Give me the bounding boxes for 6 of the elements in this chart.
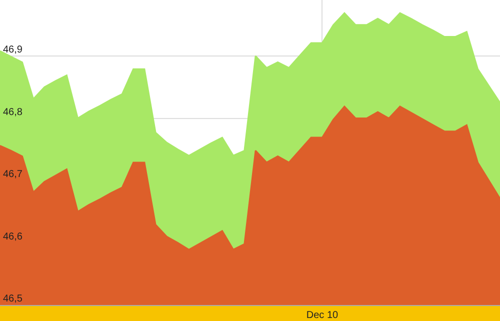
y-tick-label: 46,5 (3, 294, 23, 304)
x-tick-label: Dec 10 (306, 310, 338, 321)
y-tick-label: 46,9 (3, 44, 23, 56)
y-tick-label: 46,7 (3, 169, 23, 180)
y-tick-label: 46,6 (3, 231, 23, 242)
y-tick-label: 46,8 (3, 106, 23, 118)
